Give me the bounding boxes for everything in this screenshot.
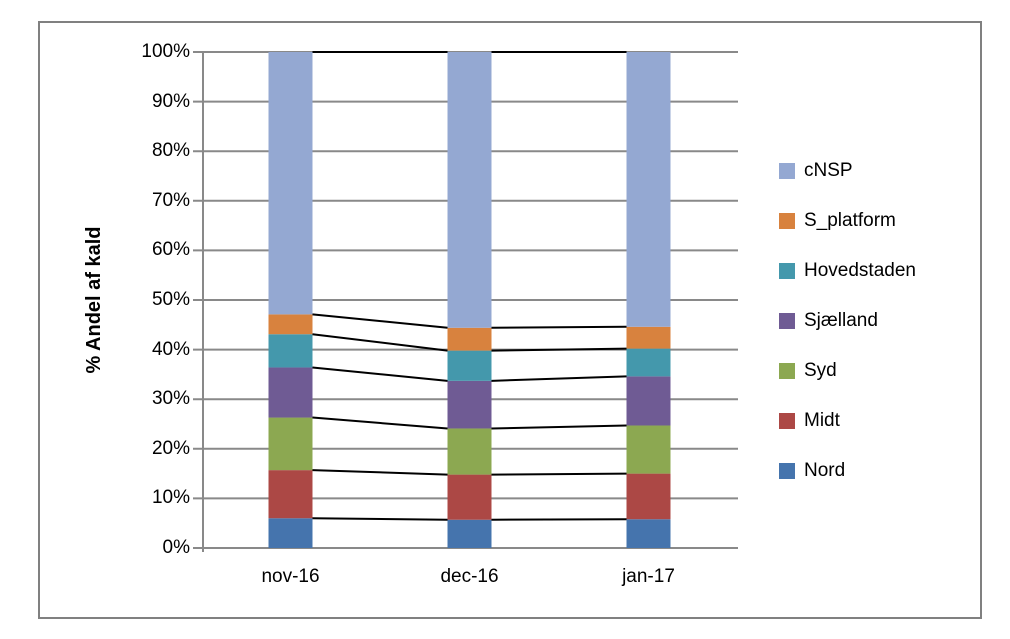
legend-swatch-Hovedstaden — [779, 263, 795, 279]
series-line-Hovedstaden — [312, 333, 448, 352]
legend-swatch-Syd — [779, 363, 795, 379]
bar-segment-cNSP-dec-16 — [447, 52, 492, 328]
bar-segment-Nord-nov-16 — [268, 518, 313, 548]
legend-swatch-Sjælland — [779, 313, 795, 329]
legend-label-Syd: Syd — [804, 360, 837, 381]
bar-segment-Syd-nov-16 — [268, 417, 313, 471]
bar-segment-Syd-dec-16 — [447, 428, 492, 475]
series-line-Syd — [312, 416, 448, 430]
bar-segment-Hovedstaden-nov-16 — [268, 334, 313, 368]
series-line-Nord — [312, 517, 448, 521]
series-line-Syd — [491, 424, 627, 430]
series-line-Midt — [312, 469, 448, 476]
y-tick-label-80%: 80% — [151, 140, 190, 162]
legend-label-cNSP: cNSP — [804, 160, 853, 181]
y-tick-label-40%: 40% — [151, 338, 190, 360]
y-tick-label-20%: 20% — [151, 437, 190, 459]
bar-segment-Midt-nov-16 — [268, 470, 313, 519]
legend-label-Midt: Midt — [804, 410, 840, 431]
series-line-S_platform — [312, 313, 448, 329]
series-line-Sjælland — [491, 375, 627, 382]
y-tick-label-90%: 90% — [151, 90, 190, 112]
bar-segment-Syd-jan-17 — [626, 425, 671, 474]
bar-segment-cNSP-jan-17 — [626, 52, 671, 327]
chart-figure: % Andel af kald 0% 10% 20% 30% 40% 50% 60% 70% 8… — [38, 21, 982, 619]
legend-label-Sjælland: Sjælland — [804, 310, 878, 331]
y-tick-label-100%: 100% — [141, 41, 190, 62]
y-tick-label-70%: 70% — [151, 189, 190, 211]
bar-segment-Sjælland-jan-17 — [626, 376, 671, 426]
bar-segment-S_platform-jan-17 — [626, 326, 671, 349]
bar-segment-Hovedstaden-jan-17 — [626, 348, 671, 377]
bar-segment-cNSP-nov-16 — [268, 52, 313, 315]
x-tick-label-dec-16: dec-16 — [440, 566, 499, 587]
bar-segment-Nord-jan-17 — [626, 519, 671, 548]
series-line-Sjælland — [312, 366, 448, 382]
y-tick-label-60%: 60% — [151, 239, 190, 261]
legend-swatch-Nord — [779, 463, 795, 479]
bar-segment-Midt-jan-17 — [626, 473, 671, 520]
x-tick-label-nov-16: nov-16 — [261, 566, 320, 587]
legend-swatch-cNSP — [779, 163, 795, 179]
y-tick-label-30%: 30% — [151, 388, 190, 410]
bar-segment-Sjælland-nov-16 — [268, 367, 313, 418]
series-line-S_platform — [491, 325, 627, 329]
plot-area — [193, 51, 738, 552]
legend-swatch-S_platform — [779, 213, 795, 229]
bar-segment-Hovedstaden-dec-16 — [447, 350, 492, 381]
series-line-Hovedstaden — [491, 347, 627, 352]
legend-swatch-Midt — [779, 413, 795, 429]
bar-segment-S_platform-dec-16 — [447, 327, 492, 351]
bar-segment-Nord-dec-16 — [447, 519, 492, 548]
y-tick-label-10%: 10% — [151, 487, 190, 509]
bar-segment-Midt-dec-16 — [447, 474, 492, 520]
legend-label-Hovedstaden: Hovedstaden — [804, 260, 916, 281]
legend-label-Nord: Nord — [804, 460, 846, 481]
bar-segment-S_platform-nov-16 — [268, 314, 313, 335]
series-line-Midt — [491, 472, 627, 476]
y-tick-label-0%: 0% — [162, 537, 190, 558]
y-tick-label-50%: 50% — [151, 289, 190, 310]
bar-segment-Sjælland-dec-16 — [447, 380, 492, 429]
x-tick-label-jan-17: jan-17 — [622, 566, 675, 587]
legend-label-S_platform: S_platform — [804, 210, 896, 231]
